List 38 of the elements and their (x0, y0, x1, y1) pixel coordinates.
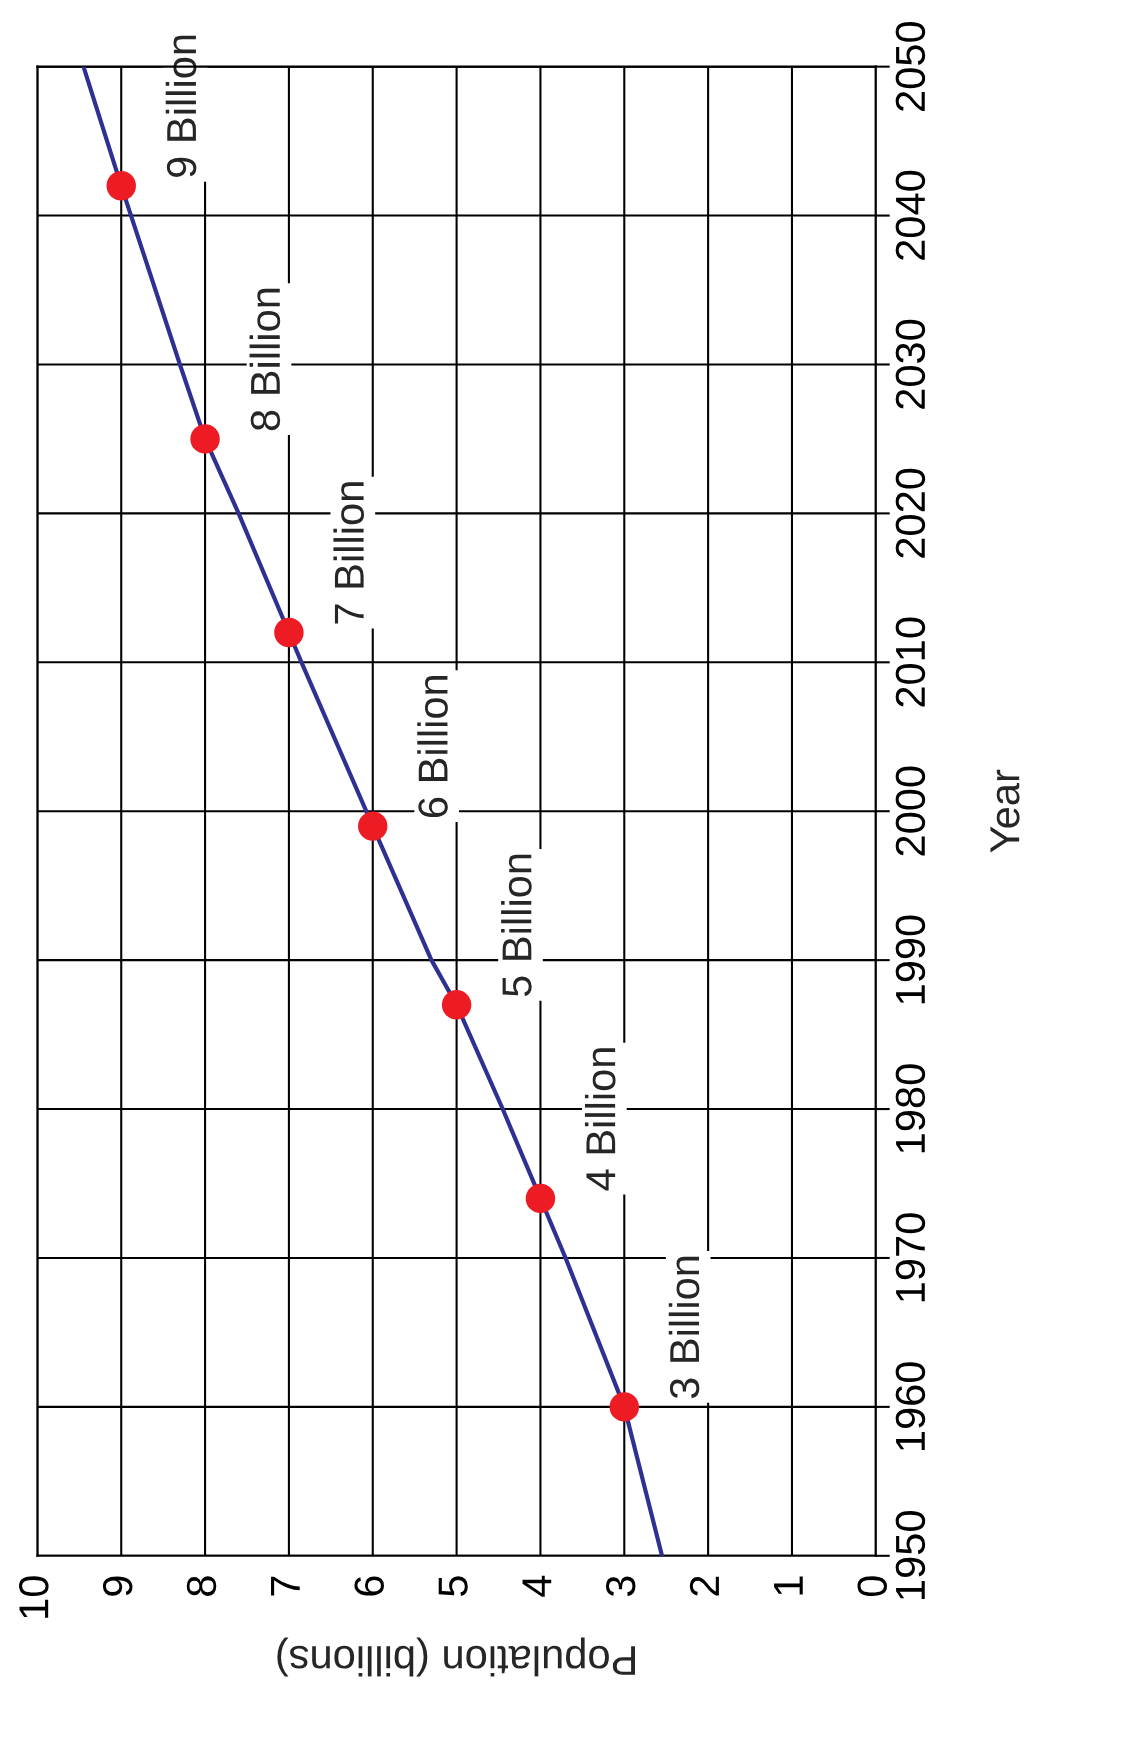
x-tick-label: 2 (689, 1576, 719, 1596)
x-tick-label: 9 (102, 1576, 133, 1596)
point (190, 424, 220, 454)
y-tick-label: 2010 (895, 617, 926, 707)
point (525, 1183, 556, 1214)
y-tick-label: 2030 (895, 319, 926, 409)
y-axis-title: Year (990, 769, 1020, 853)
annotation: 6 Billion (417, 675, 448, 818)
x-tick-label: 6 (354, 1576, 384, 1596)
x-tick-label: 3 (605, 1576, 636, 1597)
annotation: 7 Billion (333, 482, 365, 624)
x-tick-label: 0 (857, 1576, 887, 1597)
x-tick-label: 10 (19, 1576, 49, 1618)
point (274, 617, 304, 648)
x-axis-title: Population (billions) (277, 1637, 635, 1677)
x-tick-label: 7 (271, 1576, 300, 1596)
y-tick-label: 2020 (895, 468, 926, 558)
y-tick-label: 2000 (895, 766, 926, 856)
point (106, 171, 136, 201)
annotation: 3 Billion (668, 1256, 700, 1399)
y-tick-label: 2040 (895, 170, 926, 260)
x-tick-label: 1 (774, 1576, 803, 1595)
x-tick-label: 8 (186, 1576, 217, 1596)
point (441, 990, 472, 1020)
y-tick-label: 1980 (895, 1064, 926, 1153)
y-tick-label: 1950 (895, 1511, 926, 1599)
y-tick-label: 1960 (895, 1362, 926, 1451)
annotation: 9 Billion (165, 35, 197, 177)
annotation: 5 Billion (501, 854, 532, 997)
point (609, 1392, 640, 1422)
annotation: 8 Billion (249, 288, 281, 431)
point (358, 811, 388, 841)
x-tick-label: 5 (438, 1576, 468, 1597)
annotation: 4 Billion (584, 1048, 616, 1191)
y-tick-label: 2050 (895, 21, 926, 111)
x-tick-label: 4 (522, 1575, 552, 1597)
y-tick-label: 1990 (895, 915, 926, 1004)
y-tick-label: 1970 (895, 1213, 926, 1302)
